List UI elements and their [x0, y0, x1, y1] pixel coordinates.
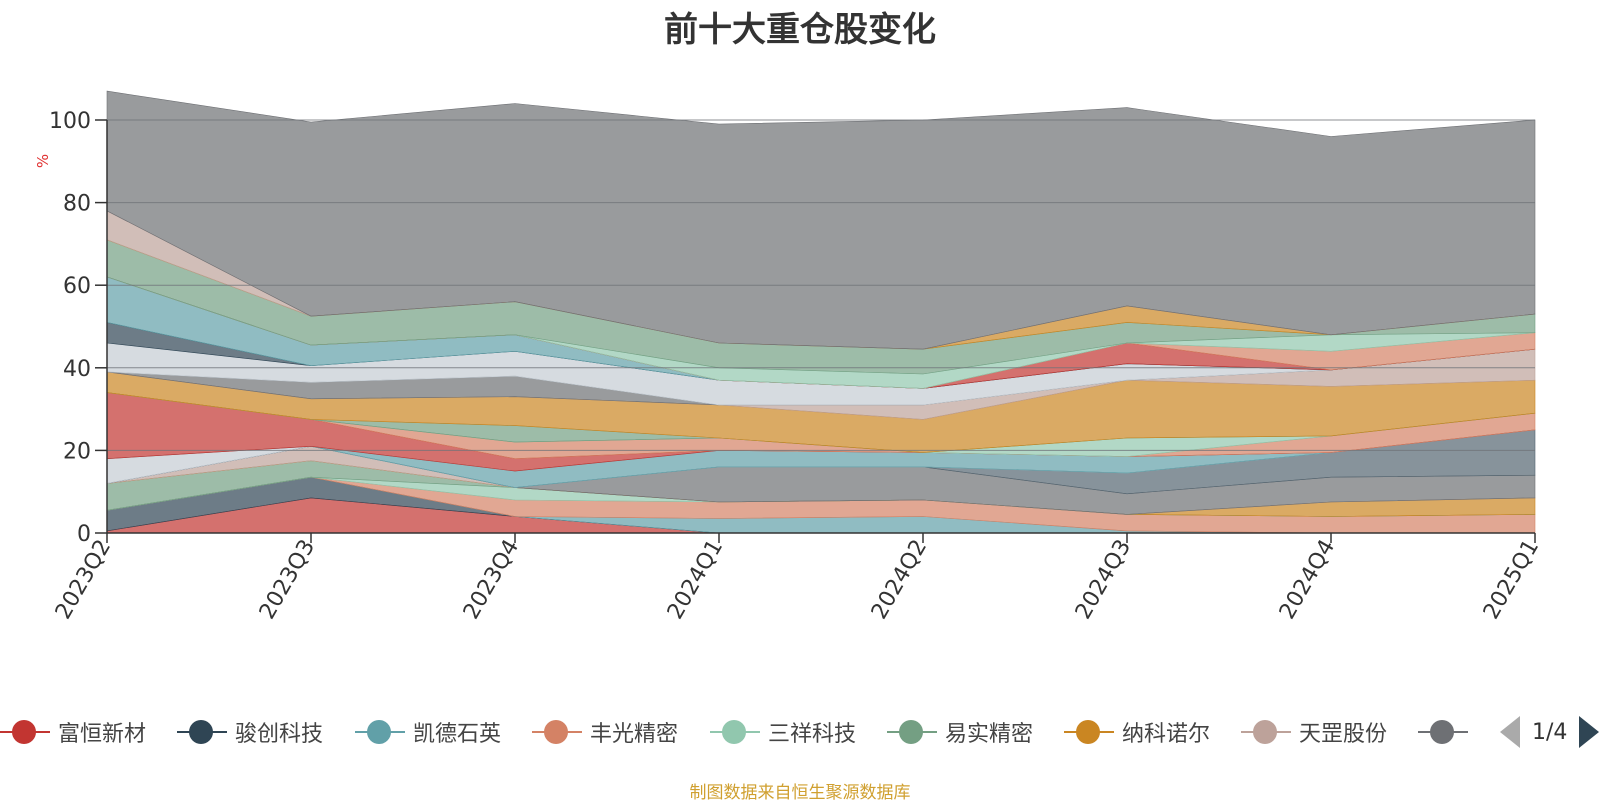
x-tick-label: 2023Q4 — [459, 536, 524, 624]
legend-label: 骏创科技 — [235, 722, 324, 747]
chart-title: 前十大重仓股变化 — [664, 10, 936, 50]
x-tick-label: 2024Q4 — [1275, 536, 1340, 624]
legend-label: 天罡股份 — [1299, 722, 1388, 747]
legend-pager: 1/4 — [1500, 712, 1600, 752]
legend-item[interactable]: 凯德石英 — [355, 712, 501, 752]
legend-marker-icon — [355, 712, 405, 752]
x-tick-label: 2023Q2 — [51, 536, 116, 624]
legend-item[interactable]: 天罡股份 — [1241, 712, 1387, 752]
y-axis-label: % — [34, 154, 52, 168]
y-tick-label: 80 — [63, 192, 91, 217]
legend-item[interactable]: 骏创科技 — [177, 712, 323, 752]
y-tick-label: 40 — [63, 357, 91, 382]
x-tick-label: 2024Q2 — [867, 536, 932, 624]
legend-label: 三祥科技 — [768, 722, 857, 747]
legend-marker-icon — [1241, 712, 1291, 752]
legend-marker-icon — [532, 712, 582, 752]
legend-item[interactable]: 三祥科技 — [710, 712, 856, 752]
legend-page-indicator: 1/4 — [1532, 719, 1568, 745]
stacked-area-chart: 0 20 40 60 80 100 2023Q2 2023Q3 2023Q4 2024Q1 2024… — [34, 90, 1544, 624]
legend-item[interactable]: 富恒新材 — [0, 712, 146, 752]
y-tick-label: 60 — [63, 274, 91, 299]
legend-marker-icon — [710, 712, 760, 752]
legend-item[interactable]: 文 — [1418, 712, 1468, 752]
x-tick-label: 2023Q3 — [255, 536, 320, 624]
legend-marker-icon — [1418, 712, 1468, 752]
legend-marker-icon — [177, 712, 227, 752]
y-tick-label: 20 — [63, 439, 91, 464]
chart-areas — [106, 90, 1536, 534]
legend-label: 易实精密 — [945, 722, 1034, 747]
legend-marker-icon — [887, 712, 937, 752]
legend-label: 丰光精密 — [590, 722, 679, 747]
y-tick-label: 100 — [49, 109, 91, 134]
x-tick-label: 2024Q3 — [1071, 536, 1136, 624]
legend-label: 富恒新材 — [58, 722, 147, 747]
legend-marker-icon — [1064, 712, 1114, 752]
legend-item[interactable]: 纳科诺尔 — [1064, 712, 1210, 752]
legend-next-icon[interactable] — [1579, 716, 1600, 748]
area-series-28[interactable] — [106, 90, 1536, 350]
x-tick-label: 2024Q1 — [663, 536, 728, 624]
legend-label: 纳科诺尔 — [1122, 722, 1211, 747]
legend-marker-icon — [0, 712, 50, 752]
legend-item[interactable]: 易实精密 — [887, 712, 1033, 752]
grid-lines — [107, 119, 1535, 451]
x-tick-label: 2025Q1 — [1479, 536, 1544, 624]
legend-prev-icon[interactable] — [1500, 716, 1520, 748]
y-tick-label: 0 — [77, 522, 91, 547]
legend-item[interactable]: 丰光精密 — [532, 712, 678, 752]
legend: 富恒新材 骏创科技 凯德石英 丰光精密 三祥科技 易实精密 纳科诺尔 天罡股份 文 — [0, 712, 1600, 752]
legend-items: 富恒新材 骏创科技 凯德石英 丰光精密 三祥科技 易实精密 纳科诺尔 天罡股份 文 — [0, 712, 1468, 752]
legend-label: 凯德石英 — [413, 722, 502, 747]
data-source-note: 制图数据来自恒生聚源数据库 — [689, 783, 911, 803]
